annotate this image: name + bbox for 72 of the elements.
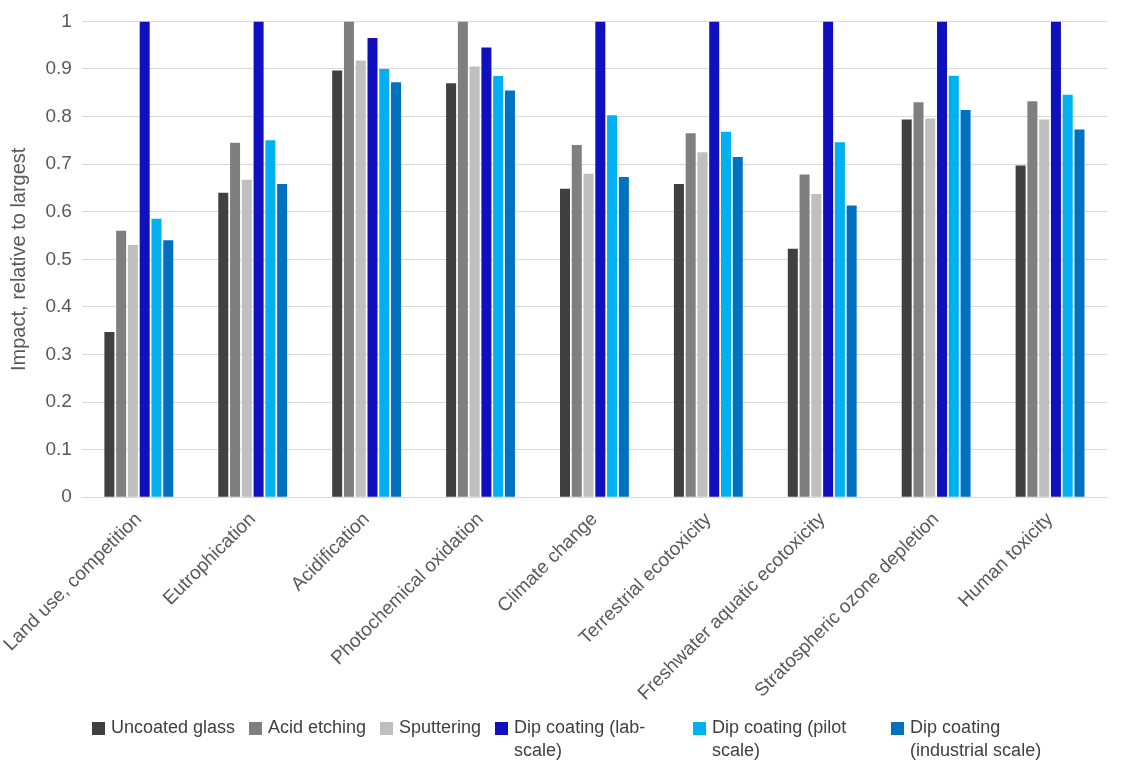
bar [457, 21, 468, 497]
bar [1074, 129, 1085, 497]
bar [834, 142, 845, 497]
bar [1027, 101, 1038, 497]
y-tick-label: 1 [61, 9, 72, 31]
y-tick-label: 0.8 [45, 104, 72, 126]
y-tick-label: 0 [61, 485, 72, 507]
bar [481, 47, 492, 497]
y-tick-label: 0.9 [45, 57, 72, 79]
bar [230, 142, 241, 497]
bar [607, 115, 618, 497]
bar [104, 332, 115, 497]
bar [583, 173, 594, 497]
y-tick-label: 0.1 [45, 437, 72, 459]
bar [277, 184, 288, 497]
bar [571, 145, 582, 497]
bar [618, 176, 629, 497]
bar [116, 230, 127, 497]
bar [1015, 165, 1026, 497]
bar [332, 70, 343, 497]
bar [139, 21, 150, 497]
bar [241, 179, 252, 497]
y-tick-label: 0.7 [45, 152, 72, 174]
y-tick-label: 0.5 [45, 247, 72, 269]
legend-label: Dip coating (pilot scale) [712, 716, 848, 762]
bar [253, 21, 264, 497]
legend-label: Acid etching [267, 716, 367, 739]
bar [948, 75, 959, 497]
bar [493, 76, 504, 497]
legend-label: Sputtering [399, 716, 482, 739]
y-tick-label: 0.6 [45, 199, 72, 221]
bar [504, 90, 515, 497]
bar [367, 38, 378, 497]
bar [673, 184, 684, 497]
bar [799, 174, 810, 497]
bar [1050, 21, 1061, 497]
bar [685, 133, 696, 497]
bar [901, 119, 912, 497]
bar [391, 82, 402, 497]
legend-label: Uncoated glass [110, 716, 235, 739]
bar [446, 83, 457, 497]
bar [787, 248, 798, 497]
bar [960, 109, 971, 497]
bar [218, 192, 229, 497]
bar [720, 131, 731, 497]
bar [265, 140, 276, 497]
bar [811, 194, 822, 497]
bar [379, 68, 390, 497]
bar [163, 240, 174, 497]
bar [1039, 119, 1050, 497]
bar [846, 205, 857, 497]
bar [732, 157, 743, 497]
legend-label: Dip coating (industrial scale) [910, 716, 1043, 762]
legend-label: Dip coating (lab-scale) [514, 716, 647, 762]
bar [343, 21, 354, 497]
bar [127, 245, 138, 497]
bar [595, 21, 606, 497]
y-axis-title: Impact, relative to largest [6, 147, 29, 372]
y-tick-label: 0.2 [45, 390, 72, 412]
y-tick-label: 0.3 [45, 342, 72, 364]
bar [1062, 94, 1073, 497]
y-tick-label: 0.4 [45, 295, 73, 317]
bar [151, 218, 162, 497]
bar [560, 188, 570, 497]
bar [913, 102, 924, 497]
bar [355, 60, 366, 497]
bar [709, 21, 720, 497]
bar [469, 66, 480, 497]
bar [925, 118, 936, 497]
bar [823, 21, 834, 497]
bar [937, 21, 948, 497]
bar [697, 152, 708, 497]
